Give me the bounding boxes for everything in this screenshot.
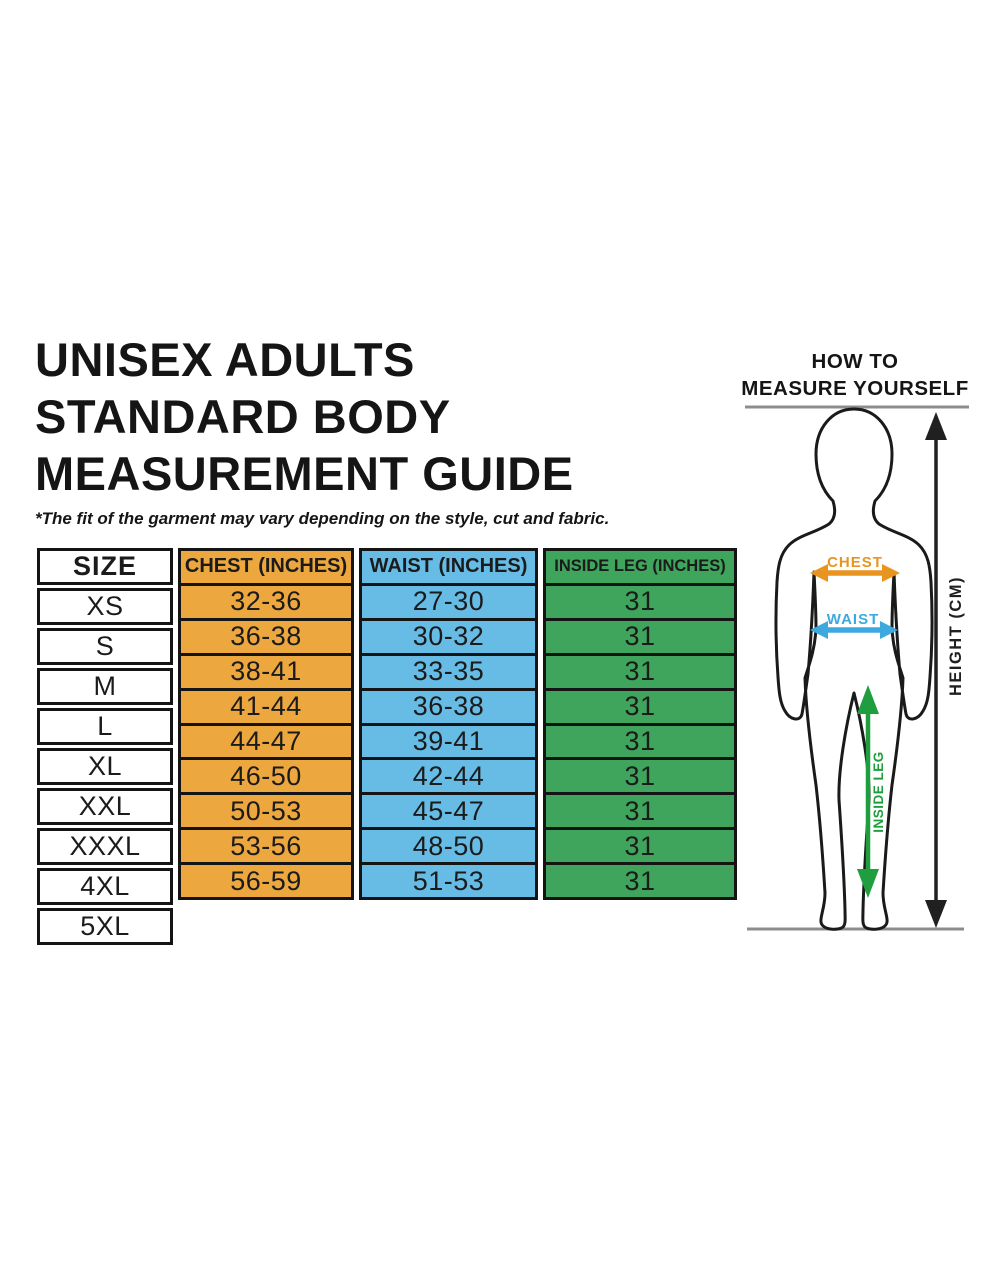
table-cell: 45-47 <box>362 792 535 827</box>
chest-label: CHEST <box>827 554 883 571</box>
inside-leg-label: INSIDE LEG <box>871 751 886 833</box>
measure-guide-heading-line1: HOW TO <box>812 350 899 373</box>
table-cell: 31 <box>546 652 734 688</box>
table-cell: 31 <box>546 722 734 758</box>
chest-column: CHEST (INCHES) 32-36 36-38 38-41 41-44 4… <box>178 548 354 900</box>
table-cell: 31 <box>546 827 734 862</box>
table-cell: 27-30 <box>362 582 535 618</box>
table-cell: XXL <box>37 788 173 825</box>
table-cell: 31 <box>546 862 734 897</box>
height-arrow: HEIGHT (CM) <box>925 412 965 928</box>
table-cell: S <box>37 628 173 665</box>
table-cell: L <box>37 708 173 745</box>
disclaimer-text: *The fit of the garment may vary dependi… <box>35 509 610 528</box>
table-cell: 36-38 <box>362 687 535 723</box>
body-outline <box>774 407 934 931</box>
table-cell: 31 <box>546 687 734 723</box>
waist-arrow-right-head <box>880 621 898 639</box>
title-line: MEASUREMENT GUIDE <box>35 447 574 500</box>
inside-leg-arrow: INSIDE LEG <box>857 685 886 898</box>
table-cell: 31 <box>546 582 734 618</box>
chest-arrow-left-head <box>810 564 828 582</box>
chest-arrow-right-head <box>882 564 900 582</box>
table-cell: 4XL <box>37 868 173 905</box>
chest-column-header: CHEST (INCHES) <box>184 555 348 578</box>
title-line: STANDARD BODY <box>35 390 451 443</box>
waist-arrow: WAIST <box>810 611 898 639</box>
table-cell: 42-44 <box>362 757 535 792</box>
table-cell: 39-41 <box>362 722 535 758</box>
table-cell: XS <box>37 588 173 625</box>
table-cell: XL <box>37 748 173 785</box>
inside-leg-column: INSIDE LEG (INCHES) 31 31 31 31 31 31 31… <box>543 548 737 900</box>
height-arrow-bottom-head <box>925 900 947 928</box>
measure-guide-heading-line2: MEASURE YOURSELF <box>742 377 969 400</box>
table-cell: 46-50 <box>181 757 351 792</box>
size-table: SIZE XS S M L XL XXL XXXL 4XL 5XL CHEST … <box>37 548 737 945</box>
height-label: HEIGHT (CM) <box>947 576 965 696</box>
table-cell: 30-32 <box>362 617 535 653</box>
inside-leg-arrow-bottom-head <box>857 869 879 898</box>
table-cell: 56-59 <box>181 862 351 897</box>
page-title: UNISEX ADULTS STANDARD BODY MEASUREMENT … <box>35 331 735 502</box>
waist-arrow-left-head <box>810 621 828 639</box>
table-cell: XXXL <box>37 828 173 865</box>
waist-column: WAIST (INCHES) 27-30 30-32 33-35 36-38 3… <box>359 548 538 900</box>
measure-guide: HOW TO MEASURE YOURSELF CHEST WAIST <box>741 330 972 940</box>
table-cell: 41-44 <box>181 687 351 723</box>
size-column: SIZE XS S M L XL XXL XXXL 4XL 5XL <box>37 548 173 945</box>
table-cell: 5XL <box>37 908 173 945</box>
inside-leg-column-header: INSIDE LEG (INCHES) <box>554 557 726 576</box>
table-cell: 38-41 <box>181 652 351 688</box>
size-column-header: SIZE <box>37 548 173 585</box>
waist-label: WAIST <box>827 611 880 628</box>
waist-column-header: WAIST (INCHES) <box>369 555 528 578</box>
table-cell: 36-38 <box>181 617 351 653</box>
chest-arrow: CHEST <box>810 554 900 582</box>
table-cell: 32-36 <box>181 582 351 618</box>
title-line: UNISEX ADULTS <box>35 333 415 386</box>
table-cell: 31 <box>546 757 734 792</box>
inside-leg-arrow-top-head <box>857 685 879 714</box>
table-cell: 31 <box>546 792 734 827</box>
measurement-figure-svg: HOW TO MEASURE YOURSELF CHEST WAIST <box>741 350 969 931</box>
table-cell: 48-50 <box>362 827 535 862</box>
table-cell: 33-35 <box>362 652 535 688</box>
table-cell: 44-47 <box>181 722 351 758</box>
table-cell: 51-53 <box>362 862 535 897</box>
table-cell: M <box>37 668 173 705</box>
table-cell: 31 <box>546 617 734 653</box>
table-cell: 50-53 <box>181 792 351 827</box>
table-cell: 53-56 <box>181 827 351 862</box>
height-arrow-top-head <box>925 412 947 440</box>
